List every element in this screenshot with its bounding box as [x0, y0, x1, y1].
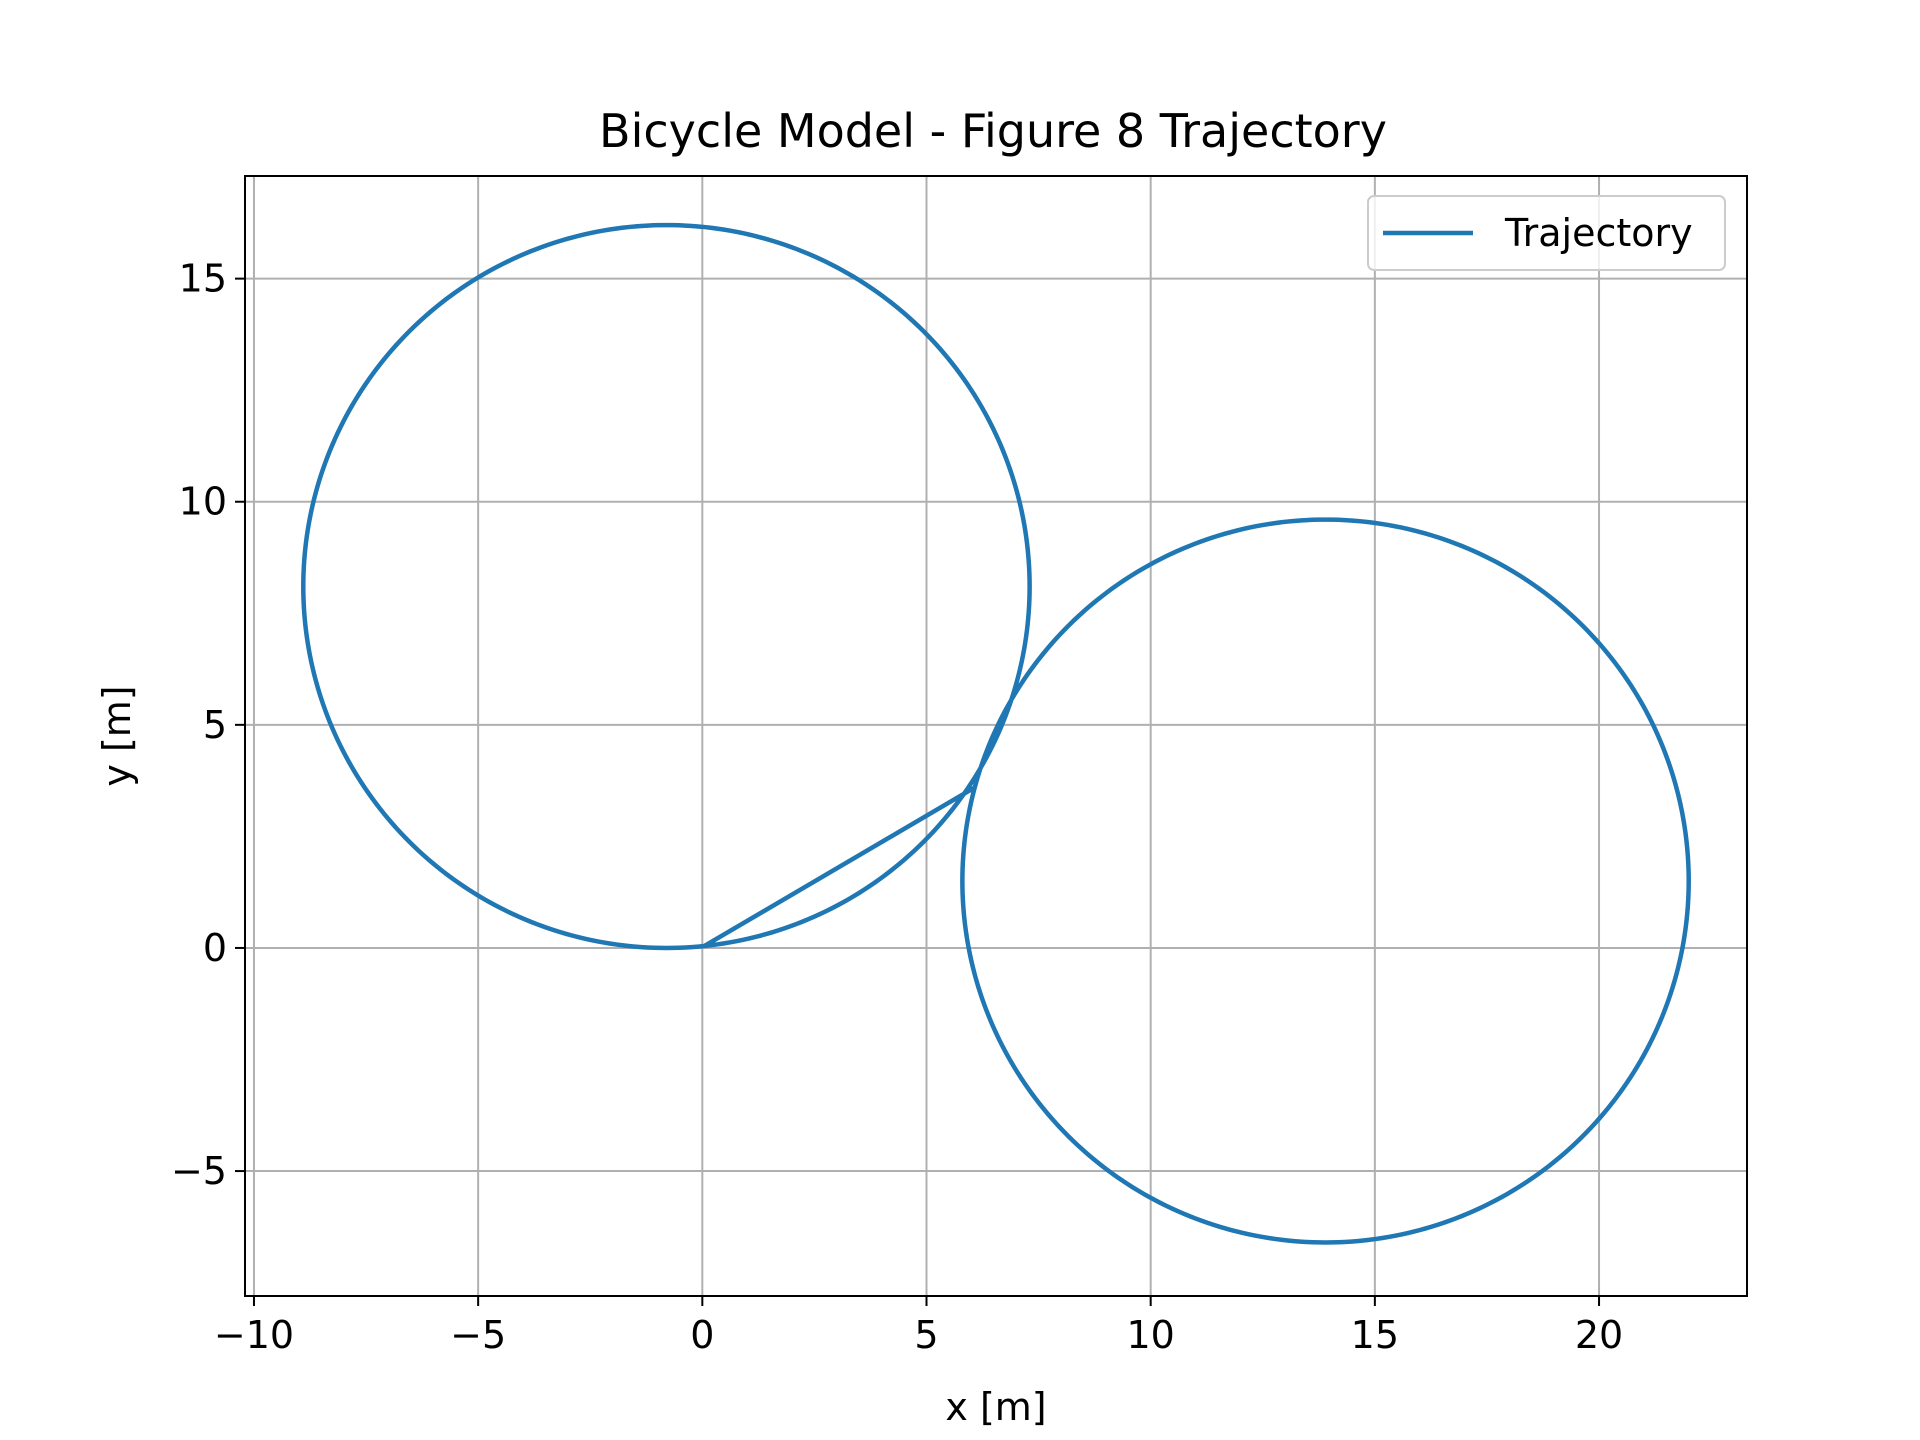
grid	[245, 176, 1747, 1296]
y-tick-label: 10	[179, 480, 227, 524]
x-tick-label: 20	[1575, 1313, 1623, 1357]
x-tick-label: 10	[1127, 1313, 1175, 1357]
chart-title: Bicycle Model - Figure 8 Trajectory	[599, 104, 1387, 158]
x-tick-label: 15	[1351, 1313, 1399, 1357]
legend-label-trajectory: Trajectory	[1504, 211, 1693, 255]
plot-frame	[244, 175, 1748, 1297]
x-tick-label: 5	[914, 1313, 938, 1357]
x-tick-label: −5	[450, 1313, 506, 1357]
x-tick-label: −10	[214, 1313, 294, 1357]
trajectory-line	[301, 222, 1691, 1245]
y-tick-label: 0	[203, 926, 227, 970]
y-tick-label: −5	[171, 1149, 227, 1193]
y-axis-label: y [m]	[95, 685, 139, 786]
y-tick-label: 15	[179, 257, 227, 301]
x-axis-label: x [m]	[945, 1385, 1046, 1429]
ticks: −10 −5 0 5 10 15 20 −5 0 5 10 15	[171, 257, 1623, 1357]
x-tick-label: 0	[690, 1313, 714, 1357]
legend-box	[1367, 195, 1726, 271]
legend: Trajectory	[1367, 195, 1726, 271]
plot-area: −10 −5 0 5 10 15 20 −5 0 5 10 15	[171, 175, 1748, 1357]
y-tick-label: 5	[203, 703, 227, 747]
